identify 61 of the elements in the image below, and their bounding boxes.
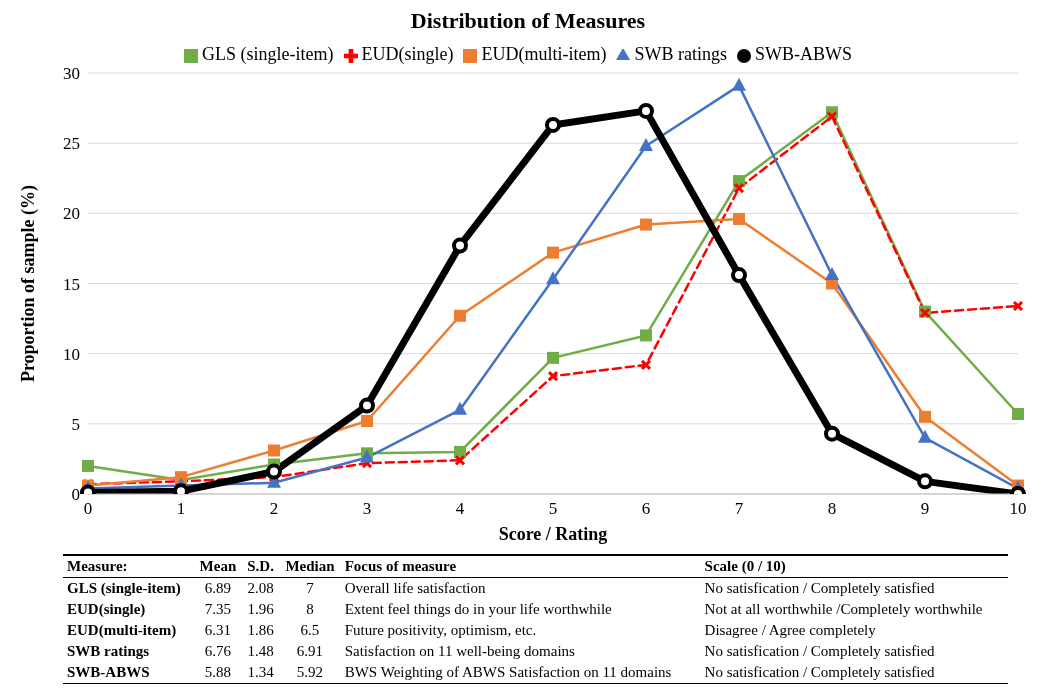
legend-label: SWB ratings — [634, 44, 727, 64]
text: Scale (0 / 10) — [703, 557, 787, 576]
text: Disagree / Agree completely — [703, 621, 877, 640]
text: No satisfication / Completely satisfied — [703, 642, 936, 661]
text: 8 — [305, 600, 315, 619]
x-tick-label: 9 — [920, 499, 930, 519]
text: EUD(multi-item) — [66, 621, 178, 640]
text: Measure: — [66, 557, 129, 576]
x-tick-label: 1 — [176, 499, 186, 519]
x-tick-label: 6 — [641, 499, 651, 519]
chart-title: Distribution of Measures — [409, 8, 647, 34]
text: No satisfication / Completely satisfied — [703, 663, 936, 682]
text: 6.5 — [299, 621, 321, 640]
x-tick-label: 4 — [455, 499, 465, 519]
text: Future positivity, optimism, etc. — [343, 621, 538, 640]
text: 6.91 — [295, 642, 325, 661]
text: Median — [284, 557, 336, 576]
x-tick-label: 10 — [1009, 499, 1027, 519]
text: 1.96 — [246, 600, 275, 619]
text: SWB ratings — [66, 642, 151, 661]
y-tick-label: 10 — [63, 344, 80, 364]
x-tick-label: 8 — [827, 499, 837, 519]
legend-label: GLS (single-item) — [202, 44, 334, 64]
y-tick-label: 25 — [63, 134, 80, 154]
text: 6.89 — [203, 579, 233, 598]
text: 1.34 — [246, 663, 275, 682]
text: GLS (single-item) — [66, 579, 182, 598]
x-axis-title: Score / Rating — [498, 524, 608, 544]
text: Focus of measure — [343, 557, 458, 576]
text: 7.35 — [203, 600, 233, 619]
text: 1.86 — [246, 621, 275, 640]
text: BWS Weighting of ABWS Satisfaction on 11 domains — [343, 663, 673, 682]
text: S.D. — [246, 557, 275, 576]
y-tick-label: 20 — [63, 204, 80, 224]
x-tick-label: 2 — [269, 499, 279, 519]
y-tick-label: 0 — [71, 485, 80, 505]
text: Satisfaction on 11 well-being domains — [343, 642, 576, 661]
text: No satisfication / Completely satisfied — [703, 579, 936, 598]
text: Not at all worthwhile /Completely worthwhile — [703, 600, 984, 619]
text: 1.48 — [246, 642, 275, 661]
legend-label: EUD(multi-item) — [481, 44, 607, 64]
text: Extent feel things do in your life worthwhile — [343, 600, 613, 619]
text: Mean — [198, 557, 238, 576]
text: 5.92 — [295, 663, 325, 682]
x-tick-label: 5 — [548, 499, 558, 519]
y-tick-label: 15 — [63, 274, 80, 294]
legend-label: SWB-ABWS — [754, 44, 852, 64]
text: 5.88 — [203, 663, 233, 682]
y-tick-label: 5 — [71, 414, 80, 434]
text: 2.08 — [246, 579, 275, 598]
legend-label: EUD(single) — [361, 44, 454, 64]
x-tick-label: 3 — [362, 499, 372, 519]
text: 6.76 — [203, 642, 233, 661]
text: SWB-ABWS — [66, 663, 151, 682]
y-tick-label: 30 — [63, 64, 80, 84]
text: Overall life satisfaction — [343, 579, 487, 598]
text: EUD(single) — [66, 600, 147, 619]
text: 7 — [305, 579, 315, 598]
text: 6.31 — [203, 621, 233, 640]
y-axis-title: Proportion of sample (%) — [18, 184, 40, 383]
x-tick-label: 7 — [734, 499, 744, 519]
